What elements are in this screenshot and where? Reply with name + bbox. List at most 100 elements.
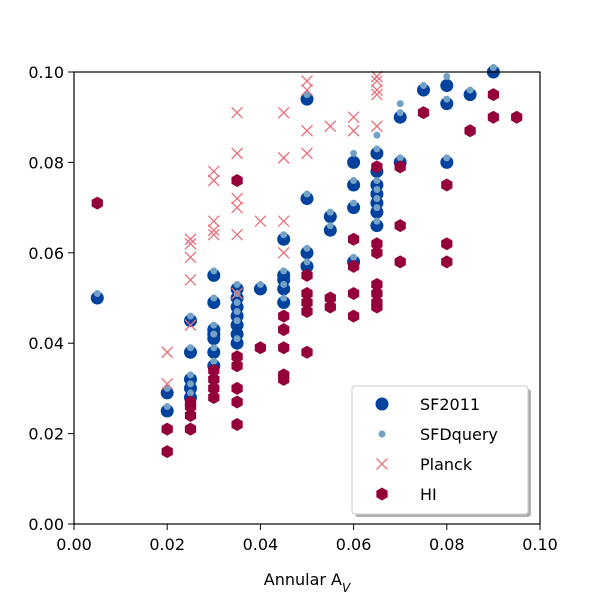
planck-point xyxy=(184,273,197,286)
sfdquery-point xyxy=(396,100,404,108)
hi-point xyxy=(184,395,197,409)
sfdquery-point xyxy=(187,380,194,388)
plot-frame xyxy=(73,71,541,525)
legend-marker-hi xyxy=(376,487,388,501)
hi-point xyxy=(208,381,220,395)
hi-point xyxy=(347,286,360,300)
planck-point xyxy=(324,120,337,133)
sfdquery-point xyxy=(187,344,194,352)
planck-point xyxy=(161,346,174,359)
series-hi xyxy=(91,88,523,459)
hi-point xyxy=(394,255,406,269)
planck-point xyxy=(184,319,197,332)
hi-point xyxy=(347,259,360,273)
planck-point xyxy=(347,124,360,137)
planck-point xyxy=(231,192,244,205)
sfdquery-point xyxy=(489,63,497,71)
hi-point xyxy=(161,422,173,436)
hi-point xyxy=(231,418,243,432)
hi-point xyxy=(347,309,360,323)
planck-point xyxy=(207,174,220,187)
series-sfdquery xyxy=(93,63,497,410)
planck-point xyxy=(184,233,197,246)
hi-point xyxy=(278,368,290,382)
legend-label-sf2011: SF2011 xyxy=(420,395,480,414)
legend-marker-planck xyxy=(376,458,388,470)
hi-point xyxy=(324,300,336,314)
sfdquery-point xyxy=(373,131,381,139)
sfdquery-point xyxy=(396,109,404,117)
planck-point xyxy=(370,75,383,87)
planck-point xyxy=(301,147,313,160)
hi-point xyxy=(464,124,476,138)
planck-point xyxy=(370,70,383,83)
hi-point xyxy=(208,372,220,386)
sfdquery-point xyxy=(210,344,218,352)
sfdquery-point xyxy=(373,176,381,184)
hi-point xyxy=(347,232,360,246)
x-tick-label: 0.06 xyxy=(336,535,372,554)
hi-point xyxy=(231,381,243,395)
hi-point xyxy=(324,291,336,305)
hi-point xyxy=(487,88,500,102)
planck-point xyxy=(231,201,244,214)
sfdquery-point xyxy=(280,231,288,239)
sfdquery-point xyxy=(210,294,218,302)
sfdquery-point xyxy=(187,312,194,320)
planck-point xyxy=(347,111,360,124)
sfdquery-point xyxy=(233,308,241,316)
sfdquery-point xyxy=(350,149,358,157)
sfdquery-point xyxy=(443,154,451,162)
sfdquery-point xyxy=(443,73,451,81)
sfdquery-point xyxy=(326,208,334,216)
planck-point xyxy=(184,251,197,264)
sfdquery-point xyxy=(280,294,288,302)
hi-point xyxy=(278,323,290,337)
planck-point xyxy=(231,287,244,300)
planck-point xyxy=(370,84,383,97)
planck-point xyxy=(254,215,267,228)
sfdquery-point xyxy=(163,402,171,410)
planck-point xyxy=(207,215,220,228)
sfdquery-point xyxy=(303,244,311,252)
y-tick-label: 0.00 xyxy=(28,515,64,534)
hi-point xyxy=(161,445,173,459)
sfdquery-point xyxy=(280,280,288,288)
hi-point xyxy=(231,350,243,364)
sfdquery-point xyxy=(350,176,358,184)
hi-point xyxy=(208,390,220,404)
y-tick-label: 0.04 xyxy=(28,334,64,353)
legend-marker-sf2011 xyxy=(375,397,389,411)
hi-point xyxy=(184,409,197,423)
x-axis: 0.00 0.02 0.04 0.06 0.08 0.10 xyxy=(56,524,558,554)
x-axis-label: Annular AV xyxy=(264,570,351,595)
legend-label-planck: Planck xyxy=(420,455,473,474)
sfdquery-point xyxy=(187,371,194,379)
planck-point xyxy=(207,228,220,241)
sfdquery-point xyxy=(326,222,334,230)
planck-point xyxy=(301,84,313,97)
planck-point xyxy=(207,165,220,178)
sfdquery-point xyxy=(233,299,241,307)
hi-point xyxy=(301,345,313,359)
planck-point xyxy=(301,75,313,87)
sfdquery-point xyxy=(280,267,288,275)
sfdquery-point xyxy=(93,289,101,297)
sfdquery-point xyxy=(233,317,241,325)
sfdquery-point xyxy=(187,389,194,397)
sfdquery-point xyxy=(303,258,311,266)
x-tick-label: 0.08 xyxy=(429,535,465,554)
sfdquery-point xyxy=(210,267,218,275)
x-tick-label: 0.04 xyxy=(243,535,279,554)
legend-box xyxy=(351,385,529,515)
sf2011-point xyxy=(347,155,361,169)
planck-point xyxy=(231,106,244,119)
sfdquery-point xyxy=(350,253,358,261)
y-tick-label: 0.10 xyxy=(28,63,64,82)
sfdquery-point xyxy=(210,330,218,338)
hi-point xyxy=(301,305,313,319)
sfdquery-point xyxy=(350,199,358,207)
sf2011-point xyxy=(440,79,454,93)
series-sf2011 xyxy=(90,65,500,418)
x-tick-label: 0.02 xyxy=(149,535,185,554)
